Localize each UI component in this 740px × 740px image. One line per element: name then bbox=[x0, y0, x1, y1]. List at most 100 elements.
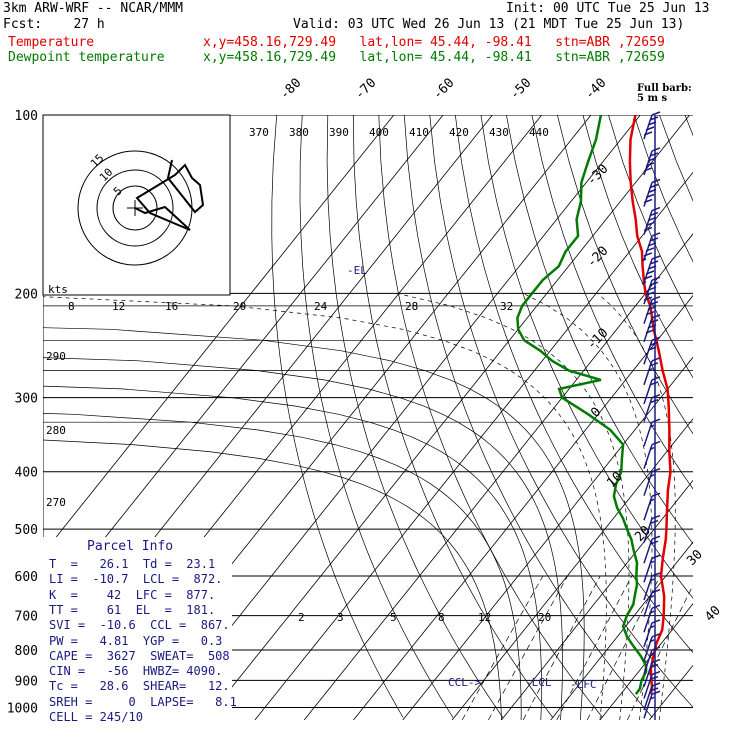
theta-label: 380 bbox=[289, 126, 309, 139]
wind-barb-staff bbox=[643, 235, 653, 261]
wind-barb-flag bbox=[649, 211, 659, 217]
upper-theta-label: 290 bbox=[46, 350, 66, 363]
wind-barb-half bbox=[649, 594, 655, 599]
dewpoint-location: x,y=458.16,729.49 lat,lon= 45.44, -98.41… bbox=[203, 50, 665, 65]
wind-barb-flag bbox=[651, 572, 661, 577]
parcel-info-row: CIN = -56 HWBZ= 4090. bbox=[49, 664, 223, 679]
wind-barb-flag bbox=[651, 418, 661, 423]
dry-adiabat-line bbox=[506, 115, 693, 545]
isotherm-line bbox=[501, 479, 693, 720]
theta-label: 400 bbox=[369, 126, 389, 139]
wind-barb bbox=[641, 232, 661, 262]
wind-barb bbox=[643, 314, 661, 343]
isotherm-line bbox=[205, 115, 690, 720]
theta-label: 440 bbox=[529, 126, 549, 139]
mixing-ratio-line bbox=[586, 575, 661, 720]
wind-barb-flag bbox=[649, 300, 659, 306]
wind-barb bbox=[643, 295, 661, 324]
dry-adiabat-line bbox=[557, 115, 693, 435]
wind-barb-flag bbox=[649, 281, 659, 286]
full-barb-legend-line: Full barb: bbox=[637, 83, 692, 94]
wind-barb bbox=[643, 206, 661, 235]
temperature-tick-label-top: -40 bbox=[582, 76, 609, 103]
temperature-tick-label-right: 30 bbox=[684, 547, 706, 569]
wind-speed-label: 20 bbox=[233, 300, 246, 313]
wind-barb bbox=[643, 670, 661, 699]
parcel-level-label: -LCL bbox=[525, 676, 552, 689]
wind-barb-half bbox=[641, 258, 647, 262]
wind-barb-flag bbox=[651, 111, 661, 116]
mixing-ratio-label: 2 bbox=[298, 611, 305, 624]
wind-barb-flag bbox=[645, 329, 655, 334]
wind-barb bbox=[643, 111, 661, 140]
wind-barb-flag bbox=[649, 152, 659, 157]
dry-adiabat-line bbox=[299, 115, 454, 718]
mixing-ratio-line bbox=[461, 575, 544, 720]
temperature-tick-label-top: -50 bbox=[507, 76, 534, 103]
wind-speed-label: 16 bbox=[165, 300, 178, 313]
wind-barb bbox=[643, 418, 661, 447]
wind-barb-flag bbox=[651, 554, 661, 559]
wind-barb-flag bbox=[651, 633, 661, 638]
pressure-tick-label: 600 bbox=[15, 570, 38, 585]
temperature-tick-label-right: -30 bbox=[584, 162, 611, 189]
wind-barb-half bbox=[649, 424, 655, 428]
dry-adiabat-line bbox=[684, 115, 693, 137]
wind-barb-flag bbox=[651, 670, 661, 676]
wind-barb-staff bbox=[643, 421, 653, 447]
isotherm-line bbox=[402, 356, 693, 720]
wind-barb-flag bbox=[645, 126, 655, 131]
wind-barb-flag bbox=[649, 519, 659, 525]
wind-barb-flag bbox=[651, 336, 661, 341]
isotherm-line bbox=[550, 541, 693, 720]
dry-adiabat-line bbox=[403, 115, 653, 718]
wind-barb bbox=[643, 147, 661, 176]
pressure-tick-label: 100 bbox=[15, 109, 38, 124]
wind-barb-flag bbox=[643, 198, 653, 204]
upper-theta-label: 280 bbox=[46, 424, 66, 437]
wind-barb-flag bbox=[651, 514, 661, 520]
pressure-tick-label: 1000 bbox=[7, 701, 38, 716]
wind-barb-flag bbox=[649, 183, 659, 189]
hodograph-ring bbox=[112, 185, 158, 231]
pressure-tick-label: 800 bbox=[15, 644, 38, 659]
wind-barb-flag bbox=[651, 440, 661, 446]
wind-barb-half bbox=[649, 625, 655, 629]
wind-barb-flag bbox=[649, 687, 659, 692]
mixing-ratio-line bbox=[522, 575, 601, 720]
valid-time: Valid: 03 UTC Wed 26 Jun 13 (21 MDT Tue … bbox=[293, 17, 685, 32]
wind-barb bbox=[643, 633, 661, 662]
wind-barb-flag bbox=[645, 193, 655, 199]
dry-adiabat-line bbox=[429, 115, 693, 708]
parcel-info-row: Tc = 28.6 SHEAR= 12. bbox=[49, 679, 230, 694]
dry-adiabat-line bbox=[454, 115, 693, 654]
parcel-info-row: K = 42 LFC = 877. bbox=[49, 587, 216, 602]
wind-speed-label: 12 bbox=[112, 300, 125, 313]
dry-adiabat-line bbox=[736, 115, 740, 718]
mixing-ratio-label: 20 bbox=[538, 611, 551, 624]
parcel-level-label: -LFC bbox=[570, 678, 597, 691]
parcel-info-row: CAPE = 3627 SWEAT= 508 bbox=[49, 648, 230, 663]
wind-barb-staff bbox=[643, 114, 653, 140]
pressure-tick-label: 200 bbox=[15, 287, 38, 302]
wind-speed-label: 24 bbox=[314, 300, 328, 313]
wind-barb-half bbox=[649, 560, 655, 564]
axis-labels: 100 200 300 400 500 600 700 800 900 1000 -80 -70 -60… bbox=[7, 76, 724, 717]
wind-barb-flag bbox=[651, 357, 661, 362]
dry-adiabat-line bbox=[582, 115, 693, 379]
wind-barb-half bbox=[649, 498, 655, 502]
wind-barb-half bbox=[649, 578, 655, 582]
wind-barb-flag bbox=[649, 341, 659, 346]
moist-adiabat-line bbox=[396, 292, 630, 720]
wind-barb-flag bbox=[649, 540, 659, 545]
wind-barb bbox=[643, 467, 661, 496]
parcel-info-row: T = 26.1 Td = 23.1 bbox=[49, 557, 216, 571]
wind-barb-flag bbox=[649, 260, 659, 265]
wind-speed-label: 8 bbox=[68, 300, 75, 313]
mixing-ratio-label: 5 bbox=[390, 611, 397, 624]
wind-barb-flag bbox=[645, 310, 655, 316]
wind-barb-half bbox=[649, 652, 655, 656]
wind-barb-flag bbox=[651, 255, 661, 260]
mixing-ratio-line bbox=[556, 575, 633, 720]
